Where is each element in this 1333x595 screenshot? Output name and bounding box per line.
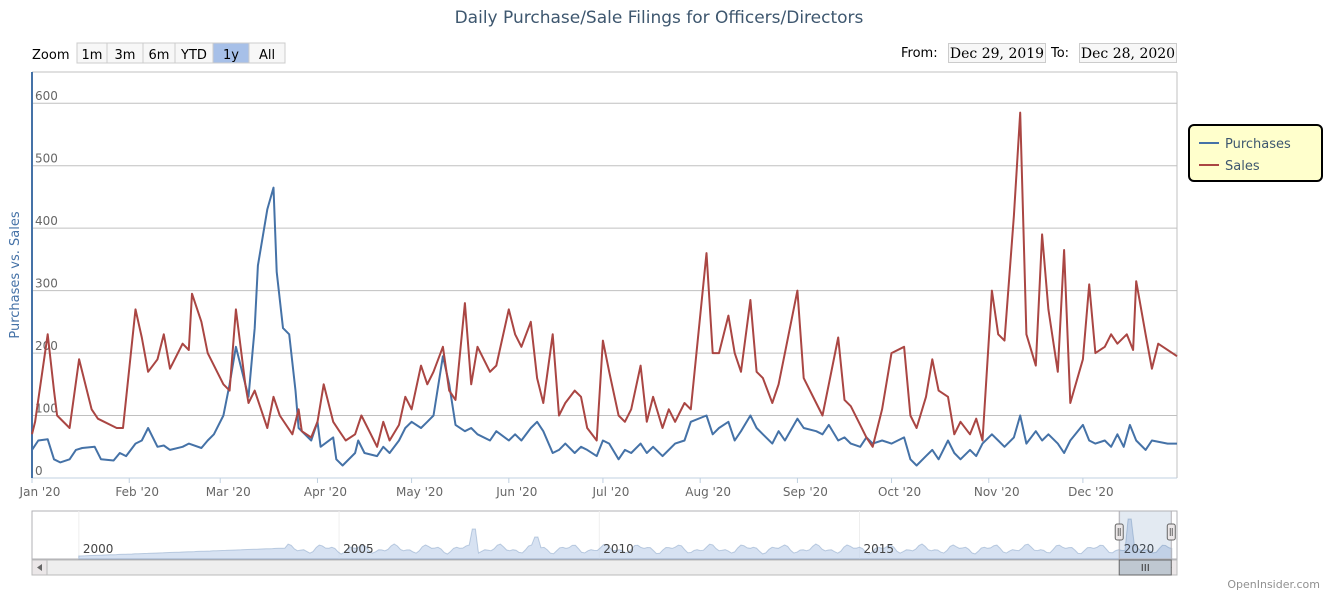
x-tick-label: Feb '20 <box>115 485 159 499</box>
to-date-input[interactable]: Dec 28, 2020 <box>1079 43 1177 63</box>
x-tick-label: Mar '20 <box>206 485 251 499</box>
y-tick-label: 100 <box>35 402 58 416</box>
from-date-input[interactable]: Dec 29, 2019 <box>948 43 1046 63</box>
arrow-left-icon <box>37 564 42 571</box>
zoom-button-label: 3m <box>115 48 136 63</box>
x-tick-label: May '20 <box>396 485 443 499</box>
x-tick-label: Jan '20 <box>19 485 61 499</box>
y-tick-label: 400 <box>35 214 58 228</box>
zoom-button-label: 1y <box>223 48 239 63</box>
y-tick-label: 600 <box>35 89 58 103</box>
navigator-label: 2010 <box>603 542 634 556</box>
x-tick-label: Sep '20 <box>783 485 828 499</box>
from-label: From: <box>901 46 938 61</box>
navigator-label: 2015 <box>864 542 895 556</box>
y-tick-label: 500 <box>35 152 58 166</box>
y-tick-label: 0 <box>35 464 43 478</box>
x-tick-label: Jul '20 <box>591 485 629 499</box>
navigator-handle[interactable] <box>1166 523 1176 541</box>
legend-item-sales[interactable]: Sales <box>1225 159 1260 174</box>
navigator[interactable]: 2000 2005 2010 2015 2020 <box>31 510 1178 576</box>
x-tick-label: Oct '20 <box>878 485 921 499</box>
chart-title: Daily Purchase/Sale Filings for Officers… <box>455 8 864 28</box>
x-tick-label: Apr '20 <box>304 485 347 499</box>
navigator-handle[interactable] <box>1114 523 1124 541</box>
series-line-sales[interactable] <box>31 111 1178 448</box>
legend: Purchases Sales <box>1188 124 1323 182</box>
to-label: To: <box>1051 46 1070 61</box>
navigator-series <box>78 518 1173 560</box>
navigator-scrollbar-track[interactable] <box>31 559 1178 576</box>
navigator-selected-range[interactable] <box>1118 510 1172 560</box>
navigator-label: 2020 <box>1124 542 1155 556</box>
x-tick-label: Dec '20 <box>1068 485 1114 499</box>
x-tick-label: Aug '20 <box>685 485 731 499</box>
legend-box <box>1188 124 1323 182</box>
zoom-button-label: All <box>259 48 275 63</box>
x-tick-label: Nov '20 <box>974 485 1020 499</box>
y-axis-label: Purchases vs. Sales <box>8 211 23 338</box>
navigator-label: 2005 <box>343 542 374 556</box>
x-tick-label: Jun '20 <box>495 485 537 499</box>
zoom-button-label: 6m <box>149 48 170 63</box>
zoom-button-label: YTD <box>180 48 207 63</box>
navigator-label: 2000 <box>83 542 114 556</box>
y-tick-label: 300 <box>35 277 58 291</box>
range-selector: Zoom 1m 3m 6m YTD 1y All <box>32 42 286 64</box>
legend-item-purchases[interactable]: Purchases <box>1225 137 1291 152</box>
zoom-button-label: 1m <box>82 48 103 63</box>
zoom-label: Zoom <box>32 48 69 63</box>
zoom-button-all[interactable] <box>248 42 286 64</box>
credit-text[interactable]: OpenInsider.com <box>1227 578 1320 591</box>
